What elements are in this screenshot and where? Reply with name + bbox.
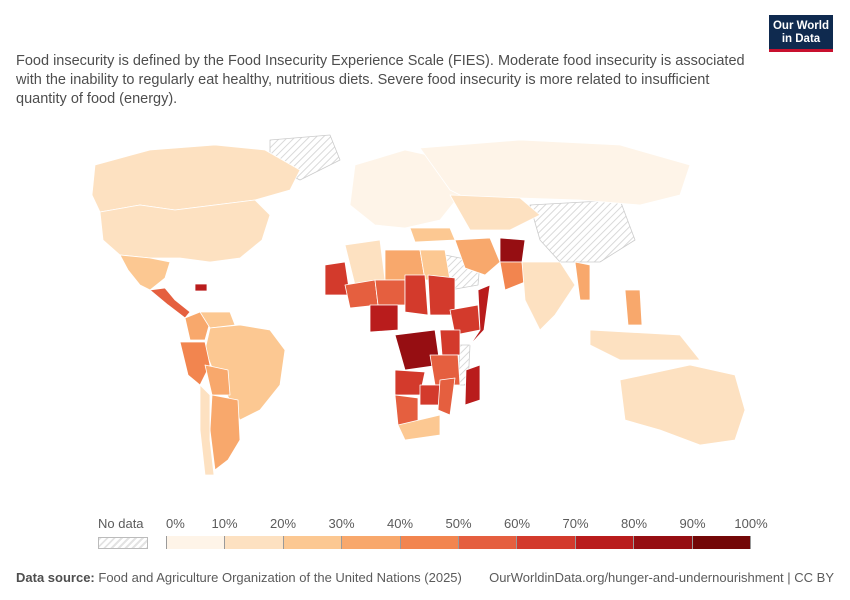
data-source-text[interactable]: Food and Agriculture Organization of the…	[98, 570, 462, 585]
country-australia[interactable]: Australia: 13%	[619, 364, 746, 446]
country-india[interactable]: India: 15%	[521, 261, 576, 331]
logo-line-2: in Data	[781, 33, 821, 45]
country-united-states[interactable]: United States: 12%	[99, 199, 271, 263]
country-sudan[interactable]: Sudan: 65%	[427, 274, 456, 316]
no-data-swatch[interactable]	[98, 537, 148, 549]
world-map: Canada: 15%United States: 12%Mexico: 22%…	[91, 134, 746, 476]
country-niger[interactable]: Niger: 55%	[374, 279, 406, 306]
scale-bin[interactable]	[692, 536, 752, 549]
country-pakistan[interactable]: Pakistan: 40%	[499, 261, 526, 291]
country-chile[interactable]: Chile: 15%	[199, 384, 215, 476]
scale-tick-label: 90%	[679, 516, 706, 531]
country-nigeria[interactable]: Nigeria: 70%	[369, 304, 399, 333]
scale-tick-label: 40%	[386, 516, 414, 531]
country-mexico[interactable]: Mexico: 22%	[119, 254, 171, 291]
country-mali[interactable]: Mali: 50%	[344, 279, 379, 309]
country-south-africa[interactable]: South Africa: 25%	[397, 414, 441, 441]
country-zambia[interactable]: Zambia: 60%	[419, 384, 441, 406]
country-namibia[interactable]: Namibia: 50%	[394, 394, 419, 426]
country-europe[interactable]: Europe: 8%	[349, 149, 461, 229]
country-indonesia[interactable]: Indonesia: 10%	[589, 329, 701, 361]
logo-line-1: Our World	[772, 20, 829, 32]
scale-tick-label: 30%	[328, 516, 355, 531]
country-mozambique[interactable]: Mozambique: 55%	[437, 377, 456, 416]
country-peru[interactable]: Peru: 45%	[179, 341, 211, 386]
country-philippines[interactable]: Philippines: 35%	[624, 289, 643, 326]
scale-tick-label: 50%	[445, 516, 472, 531]
scale-tick-label: 80%	[620, 516, 648, 531]
country-bolivia[interactable]: Bolivia: 30%	[204, 364, 231, 396]
country-afghanistan[interactable]: Afghanistan: 80%	[499, 237, 526, 263]
country-central-america[interactable]: Central America: 50%	[149, 287, 191, 319]
country-chad[interactable]: Chad: 60%	[404, 274, 429, 316]
scale-bin[interactable]	[225, 536, 284, 549]
country-kazakhstan[interactable]: Kazakhstan: 10%	[449, 194, 541, 231]
country-turkey[interactable]: Turkey: 20%	[409, 227, 456, 243]
country-somalia[interactable]: Somalia: 75%	[469, 284, 491, 346]
scale-tick-label: 20%	[269, 516, 297, 531]
scale-bin[interactable]	[342, 536, 401, 549]
scale-bin[interactable]	[400, 536, 460, 549]
country-canada[interactable]: Canada: 15%	[91, 144, 301, 213]
source-url[interactable]: OurWorldinData.org/hunger-and-undernouri…	[489, 570, 834, 585]
scale-tick-label: 100%	[734, 516, 768, 531]
scale-bin[interactable]	[283, 536, 343, 549]
scale-tick-label: 70%	[562, 516, 589, 531]
no-data-label: No data	[98, 516, 144, 531]
scale-tick-label: 0%	[166, 516, 185, 531]
country-argentina[interactable]: Argentina: 30%	[209, 394, 241, 471]
scale-bin[interactable]	[575, 536, 635, 549]
map-subtitle: Food insecurity is defined by the Food I…	[16, 53, 745, 107]
scale-bin[interactable]	[459, 536, 518, 549]
country-venezuela[interactable]: Venezuela: 20%	[199, 311, 236, 329]
scale-tick-label: 60%	[503, 516, 531, 531]
country-tanzania[interactable]: Tanzania: 55%	[429, 354, 461, 386]
scale-bin[interactable]	[166, 536, 226, 549]
country-kenya[interactable]: Kenya: 60%	[439, 329, 461, 356]
scale-bin[interactable]	[634, 536, 693, 549]
country-madagascar[interactable]: Madagascar: 70%	[464, 364, 481, 406]
country-algeria[interactable]: Algeria: 18%	[344, 239, 386, 286]
owid-logo[interactable]: Our World in Data	[769, 15, 833, 52]
data-source: Data source: Food and Agriculture Organi…	[16, 570, 462, 585]
no-data-region[interactable]	[529, 199, 636, 263]
country-iran[interactable]: Iran: 30%	[454, 237, 501, 276]
data-source-label: Data source:	[16, 570, 95, 585]
scale-bin[interactable]	[517, 536, 576, 549]
country-haiti[interactable]: Haiti: 70%	[194, 283, 208, 292]
country-myanmar[interactable]: Myanmar: 30%	[574, 261, 591, 301]
scale-tick-label: 10%	[211, 516, 238, 531]
country-colombia[interactable]: Colombia: 35%	[184, 311, 211, 341]
color-scale	[166, 536, 752, 549]
